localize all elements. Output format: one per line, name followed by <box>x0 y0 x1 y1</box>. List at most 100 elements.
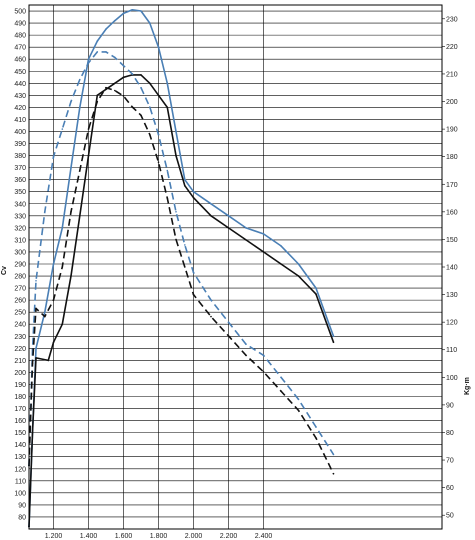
y-left-tick-label: 240 <box>14 322 26 329</box>
series-1-point <box>70 166 72 169</box>
grid <box>29 5 442 529</box>
y-left-tick-label: 470 <box>14 45 26 52</box>
series-3-point <box>297 398 300 401</box>
series-3-point <box>61 128 64 130</box>
series-1-point <box>44 311 46 314</box>
series-3-point <box>96 51 99 53</box>
series-1-point <box>332 335 335 338</box>
y-left-tick-label: 350 <box>14 189 26 196</box>
y-left-tick-label: 400 <box>14 129 26 136</box>
series-1-point <box>280 245 282 247</box>
series-3-point <box>114 56 116 59</box>
series-1-point <box>157 46 160 48</box>
series-2-point <box>105 88 107 91</box>
series-1-point <box>122 12 125 15</box>
y-left-tick-label: 410 <box>14 117 26 124</box>
series-2-point <box>184 184 186 187</box>
series-1-point <box>96 40 99 42</box>
series-2-point <box>31 431 34 434</box>
series-3-point <box>70 100 72 103</box>
y-left-tick-label: 310 <box>14 237 26 244</box>
y-right-tick-label: 160 <box>446 209 458 216</box>
y-right-tick-label: 70 <box>446 458 454 465</box>
y-left-tick-label: 490 <box>14 21 26 28</box>
series-4-point <box>79 169 81 172</box>
right-axis-title: Kg·m <box>464 377 471 395</box>
y-right-tick-label: 190 <box>446 127 458 134</box>
tick-layer: 80 90 100 110 120 130 140 150 160 170 180 190 200 210… <box>14 9 457 540</box>
series-1-point <box>52 263 55 265</box>
series-4-point <box>166 197 169 199</box>
series-4-point <box>262 371 265 373</box>
y-left-tick-label: 170 <box>14 406 26 413</box>
series-4-point <box>70 211 72 213</box>
series-3-point <box>149 106 151 108</box>
y-left-tick-label: 210 <box>14 358 26 365</box>
series-2-point <box>297 275 300 277</box>
x-tick-label: 1.800 <box>150 533 168 540</box>
series-2-point <box>227 227 230 229</box>
y-left-tick-label: 320 <box>14 225 26 232</box>
y-right-tick-label: 220 <box>446 44 458 51</box>
y-left-tick-label: 100 <box>14 490 26 497</box>
series-1-point <box>184 178 186 181</box>
series-4-point <box>61 266 64 268</box>
series-3-point <box>131 73 134 75</box>
y-left-tick-label: 180 <box>14 394 26 401</box>
series-3-point <box>227 321 230 324</box>
series-3-point <box>52 155 55 158</box>
y-left-tick-label: 130 <box>14 454 26 461</box>
x-tick-label: 1.400 <box>80 533 98 540</box>
series-3-point <box>44 211 46 213</box>
series-4-point <box>157 161 160 163</box>
y-left-tick-label: 300 <box>14 249 26 256</box>
y-right-tick-label: 150 <box>446 237 458 244</box>
y-left-tick-label: 450 <box>14 69 26 76</box>
series-3-point <box>315 426 317 428</box>
series-2-point <box>79 215 81 217</box>
series-2-point <box>175 154 177 157</box>
y-left-tick-label: 290 <box>14 261 26 268</box>
series-2-point <box>52 341 55 344</box>
y-left-tick-label: 430 <box>14 93 26 100</box>
y-left-tick-label: 380 <box>14 153 26 160</box>
y-right-tick-label: 130 <box>446 292 458 299</box>
series-2-point <box>70 275 72 277</box>
series-1-point <box>166 82 169 85</box>
y-left-tick-label: 140 <box>14 442 26 449</box>
series-4-point <box>192 293 195 296</box>
series-2-point <box>140 74 142 76</box>
series-4-point <box>105 86 107 89</box>
series-2-point <box>192 196 195 199</box>
series-1-point <box>149 22 151 24</box>
x-tick-label: 2.000 <box>185 533 203 540</box>
series-2-point <box>47 359 50 362</box>
series-4-point <box>52 299 55 301</box>
series-2-point <box>210 215 212 217</box>
series-3-point <box>157 133 160 136</box>
series-1-point <box>114 19 116 22</box>
series-3-point <box>35 280 37 282</box>
series-1-point <box>79 106 81 109</box>
y-left-tick-label: 200 <box>14 370 26 377</box>
series-3-point <box>166 169 169 172</box>
series-1-point <box>192 190 195 193</box>
series-1-point <box>297 263 300 265</box>
series-4-point <box>149 133 151 136</box>
series-2-point <box>122 76 125 79</box>
series-3-point <box>262 354 265 357</box>
y-right-tick-label: 170 <box>446 182 458 189</box>
y-right-tick-label: 90 <box>446 402 454 409</box>
y-left-tick-label: 440 <box>14 81 26 88</box>
y-left-tick-label: 150 <box>14 430 26 437</box>
series-4-point <box>315 437 317 439</box>
y-left-tick-label: 120 <box>14 466 26 473</box>
left-axis-title: Cv <box>1 266 8 275</box>
y-left-tick-label: 110 <box>15 478 26 485</box>
series-3-point <box>105 51 107 53</box>
y-left-tick-label: 370 <box>14 165 26 172</box>
x-tick-label: 1.200 <box>45 533 63 540</box>
series-4-point <box>245 354 247 357</box>
series-4-point <box>297 409 300 412</box>
series-2-point <box>332 341 335 344</box>
